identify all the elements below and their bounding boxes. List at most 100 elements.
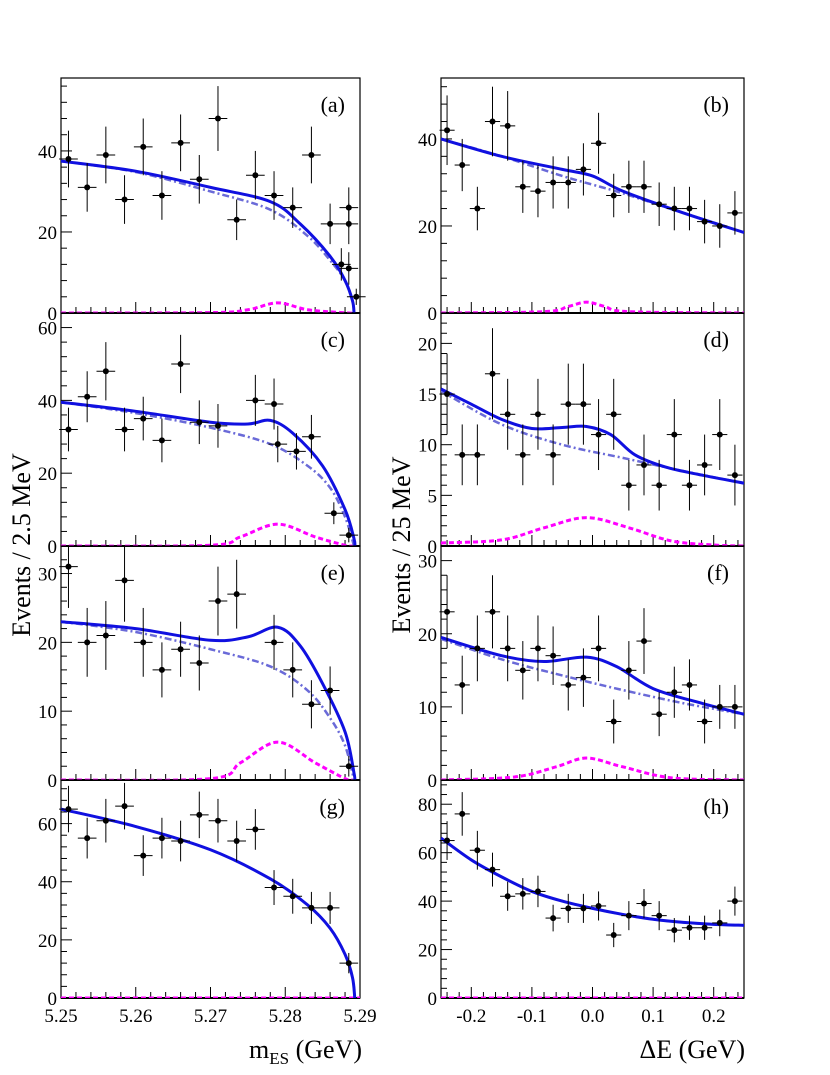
data-marker [158, 437, 165, 444]
panel-frame [440, 312, 745, 547]
background-curve [61, 400, 356, 546]
data-point [339, 527, 359, 543]
data-point [454, 424, 470, 486]
data-point [530, 615, 546, 682]
panel-g: 0 20 40 60 5.25 5.26 5.27 5.28 5.29 (g) [38, 779, 377, 1027]
data-marker [271, 192, 278, 199]
data-point [331, 248, 351, 281]
data-point [530, 165, 546, 218]
y-tick-label: 20 [418, 625, 437, 646]
panel-f: 0 10 20 30 (f) [418, 545, 745, 792]
data-marker [701, 718, 708, 725]
data-marker [550, 915, 557, 922]
data-point [545, 904, 561, 932]
panel-letter: (a) [321, 92, 345, 117]
y-tick-label: 40 [38, 873, 57, 894]
data-point [115, 782, 134, 830]
y-tick-label: 20 [38, 633, 57, 654]
data-point [59, 407, 78, 452]
y-tick-label: 0 [48, 989, 58, 1010]
data-point [651, 901, 667, 931]
data-point [171, 334, 190, 394]
data-point [469, 615, 485, 682]
data-marker [504, 122, 511, 129]
x-tick-label: 5.27 [194, 1006, 227, 1027]
data-marker [489, 866, 496, 873]
data-marker [140, 639, 147, 646]
data-point [636, 434, 652, 496]
x-tick-label: 5.26 [119, 1006, 152, 1027]
data-marker [102, 368, 109, 375]
data-point [666, 186, 682, 231]
data-point [339, 252, 359, 285]
data-marker [595, 645, 602, 652]
data-point [264, 870, 284, 905]
left-x-axis-label: mES (GeV) [249, 1035, 362, 1068]
y-tick-label: 0 [48, 304, 58, 325]
y-tick-label: 10 [418, 436, 437, 457]
data-point [133, 396, 153, 441]
data-marker [121, 803, 128, 810]
data-marker [140, 852, 147, 859]
panel-e: 0 10 20 30 (e) [38, 545, 361, 792]
data-marker [345, 532, 352, 539]
data-marker [656, 912, 663, 919]
data-marker [102, 817, 109, 824]
data-marker [252, 397, 259, 404]
data-marker [701, 924, 708, 931]
data-marker [345, 265, 352, 272]
data-point [59, 130, 78, 188]
data-marker [686, 205, 693, 212]
data-point [227, 199, 247, 241]
y-tick-label: 0 [48, 537, 58, 558]
data-marker [625, 482, 632, 489]
data-point [454, 792, 470, 836]
data-marker [580, 674, 587, 681]
signal-curve [61, 522, 353, 546]
panel-a: 0 20 40 (a) [38, 77, 366, 325]
data-marker [534, 645, 541, 652]
data-marker [610, 932, 617, 939]
data-point [575, 143, 591, 196]
data-marker [121, 577, 128, 584]
data-point [560, 659, 576, 711]
data-marker [565, 681, 572, 688]
data-marker [489, 608, 496, 615]
panel-frame [440, 545, 745, 781]
data-marker [214, 598, 221, 605]
data-point [171, 820, 190, 862]
data-marker [444, 127, 451, 134]
data-marker [519, 667, 526, 674]
panel-frame [440, 779, 745, 999]
data-point [152, 171, 172, 220]
data-marker [701, 461, 708, 468]
y-tick-label: 40 [418, 892, 437, 913]
left-x-axis-label-sub: ES [269, 1049, 289, 1068]
data-marker [489, 118, 496, 125]
panels: 0 20 40 (a) 0 20 40 (b) 0 20 40 60 (c) 0 5 10 15 20 (d) 0 10… [38, 77, 745, 1027]
data-marker [459, 681, 466, 688]
data-point [59, 546, 78, 608]
data-point [77, 817, 97, 859]
data-point [96, 126, 116, 184]
data-point [77, 371, 97, 423]
panel-letter: (b) [703, 92, 729, 117]
data-marker [289, 893, 296, 900]
data-point [666, 918, 682, 943]
data-point [189, 400, 209, 445]
panel-c: 0 20 40 60 (c) [38, 312, 361, 558]
data-marker [84, 835, 91, 842]
data-marker [84, 393, 91, 400]
data-point [115, 175, 134, 224]
data-point [606, 173, 622, 218]
data-point [484, 575, 501, 649]
data-marker [519, 890, 526, 897]
y-tick-label: 80 [418, 795, 437, 816]
data-point [484, 852, 501, 887]
data-marker [308, 433, 315, 440]
data-marker [459, 451, 466, 458]
y-tick-label: 40 [418, 130, 437, 151]
data-point [515, 424, 531, 486]
data-marker [716, 431, 723, 438]
left-x-axis-label-unit: (GeV) [289, 1035, 362, 1064]
